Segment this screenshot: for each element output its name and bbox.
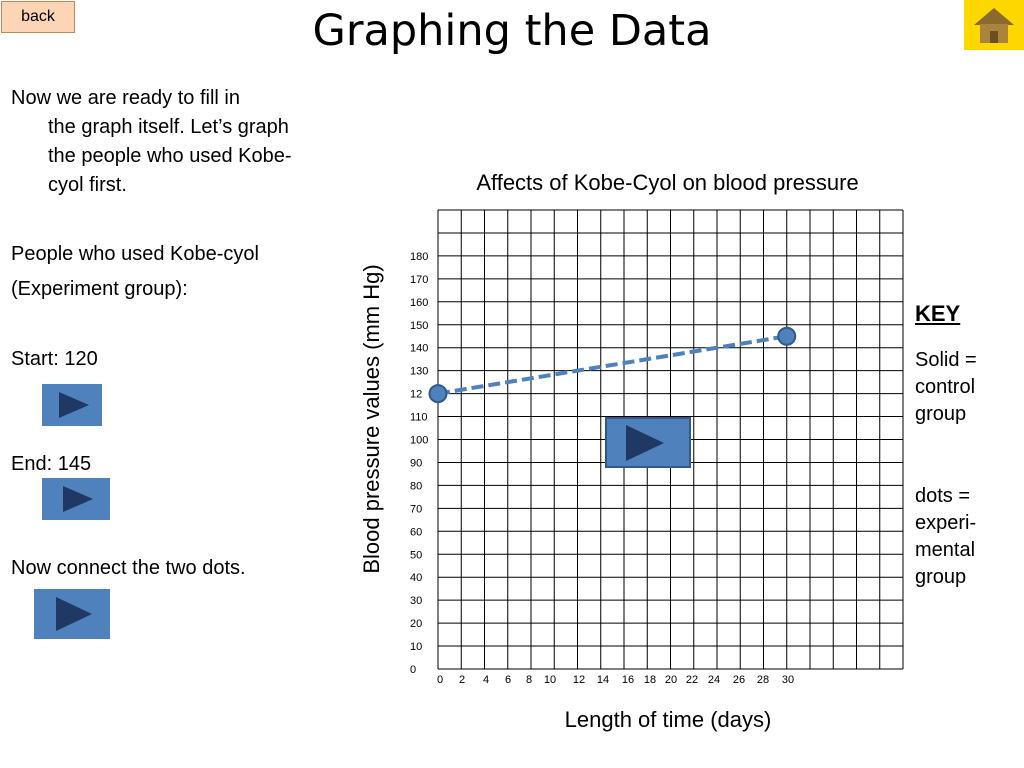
y-tick-label: 40	[410, 572, 422, 584]
y-tick-label: 80	[410, 480, 422, 492]
y-tick-label: 150	[410, 320, 428, 332]
play-icon	[59, 392, 89, 418]
y-tick-label: 10	[410, 641, 422, 653]
play-icon	[56, 597, 92, 631]
start-play-button[interactable]	[42, 384, 102, 426]
x-tick-label: 8	[526, 674, 532, 686]
graph-play-button[interactable]	[605, 417, 691, 468]
x-tick-label: 20	[665, 674, 677, 686]
y-tick-label: 100	[410, 435, 428, 447]
y-tick-label: 50	[410, 549, 422, 561]
x-tick-label: 2	[459, 674, 465, 686]
x-tick-label: 26	[733, 674, 745, 686]
play-icon	[63, 486, 93, 512]
y-tick-label: 70	[410, 503, 422, 515]
y-tick-label: 60	[410, 526, 422, 538]
intro-text: Now we are ready to fill in the graph it…	[11, 84, 311, 200]
group-label-line2: (Experiment group):	[11, 278, 188, 300]
y-tick-label: 160	[410, 297, 428, 309]
page-title: Graphing the Data	[312, 6, 712, 56]
data-point	[428, 384, 448, 404]
y-tick-label: 90	[410, 457, 422, 469]
x-tick-label: 24	[708, 674, 720, 686]
y-tick-label: 20	[410, 618, 422, 630]
connect-label: Now connect the two dots.	[11, 557, 246, 579]
play-icon	[626, 424, 664, 461]
home-button[interactable]	[964, 0, 1024, 50]
data-point	[777, 326, 797, 346]
x-tick-label: 14	[597, 674, 609, 686]
y-tick-label: 30	[410, 595, 422, 607]
key-dots-entry: dots = experi-mental group	[915, 485, 977, 588]
y-tick-label: 130	[410, 366, 428, 378]
chart-title: Affects of Kobe-Cyol on blood pressure	[476, 170, 859, 195]
key-title: KEY	[915, 301, 961, 326]
x-tick-label: 12	[573, 674, 585, 686]
x-tick-label: 22	[686, 674, 698, 686]
x-tick-label: 28	[757, 674, 769, 686]
x-tick-label: 4	[483, 674, 489, 686]
y-tick-label: 110	[410, 412, 428, 424]
start-label: Start: 120	[11, 348, 98, 370]
end-play-button[interactable]	[42, 478, 110, 520]
intro-rest: the graph itself. Let’s graph the people…	[48, 116, 292, 196]
y-tick-label: 170	[410, 274, 428, 286]
back-button[interactable]: back	[1, 1, 75, 33]
y-tick-label: 180	[410, 251, 428, 263]
group-label-line1: People who used Kobe-cyol	[11, 243, 259, 265]
series-line	[437, 334, 788, 396]
y-tick-label: 0	[410, 664, 416, 676]
key-solid-entry: Solid = control group	[915, 349, 977, 425]
x-axis-title: Length of time (days)	[564, 707, 772, 732]
connect-play-button[interactable]	[34, 589, 110, 639]
x-tick-label: 30	[782, 674, 794, 686]
intro-first-line: Now we are ready to fill in	[11, 87, 240, 109]
x-tick-label: 16	[622, 674, 634, 686]
x-tick-label: 18	[644, 674, 656, 686]
y-tick-label: 12	[410, 389, 422, 401]
end-label: End: 145	[11, 453, 92, 475]
x-tick-label: 10	[544, 674, 556, 686]
y-tick-label: 140	[410, 343, 428, 355]
x-tick-label: 6	[505, 674, 511, 686]
x-tick-label: 0	[437, 674, 443, 686]
house-icon	[974, 8, 1014, 43]
